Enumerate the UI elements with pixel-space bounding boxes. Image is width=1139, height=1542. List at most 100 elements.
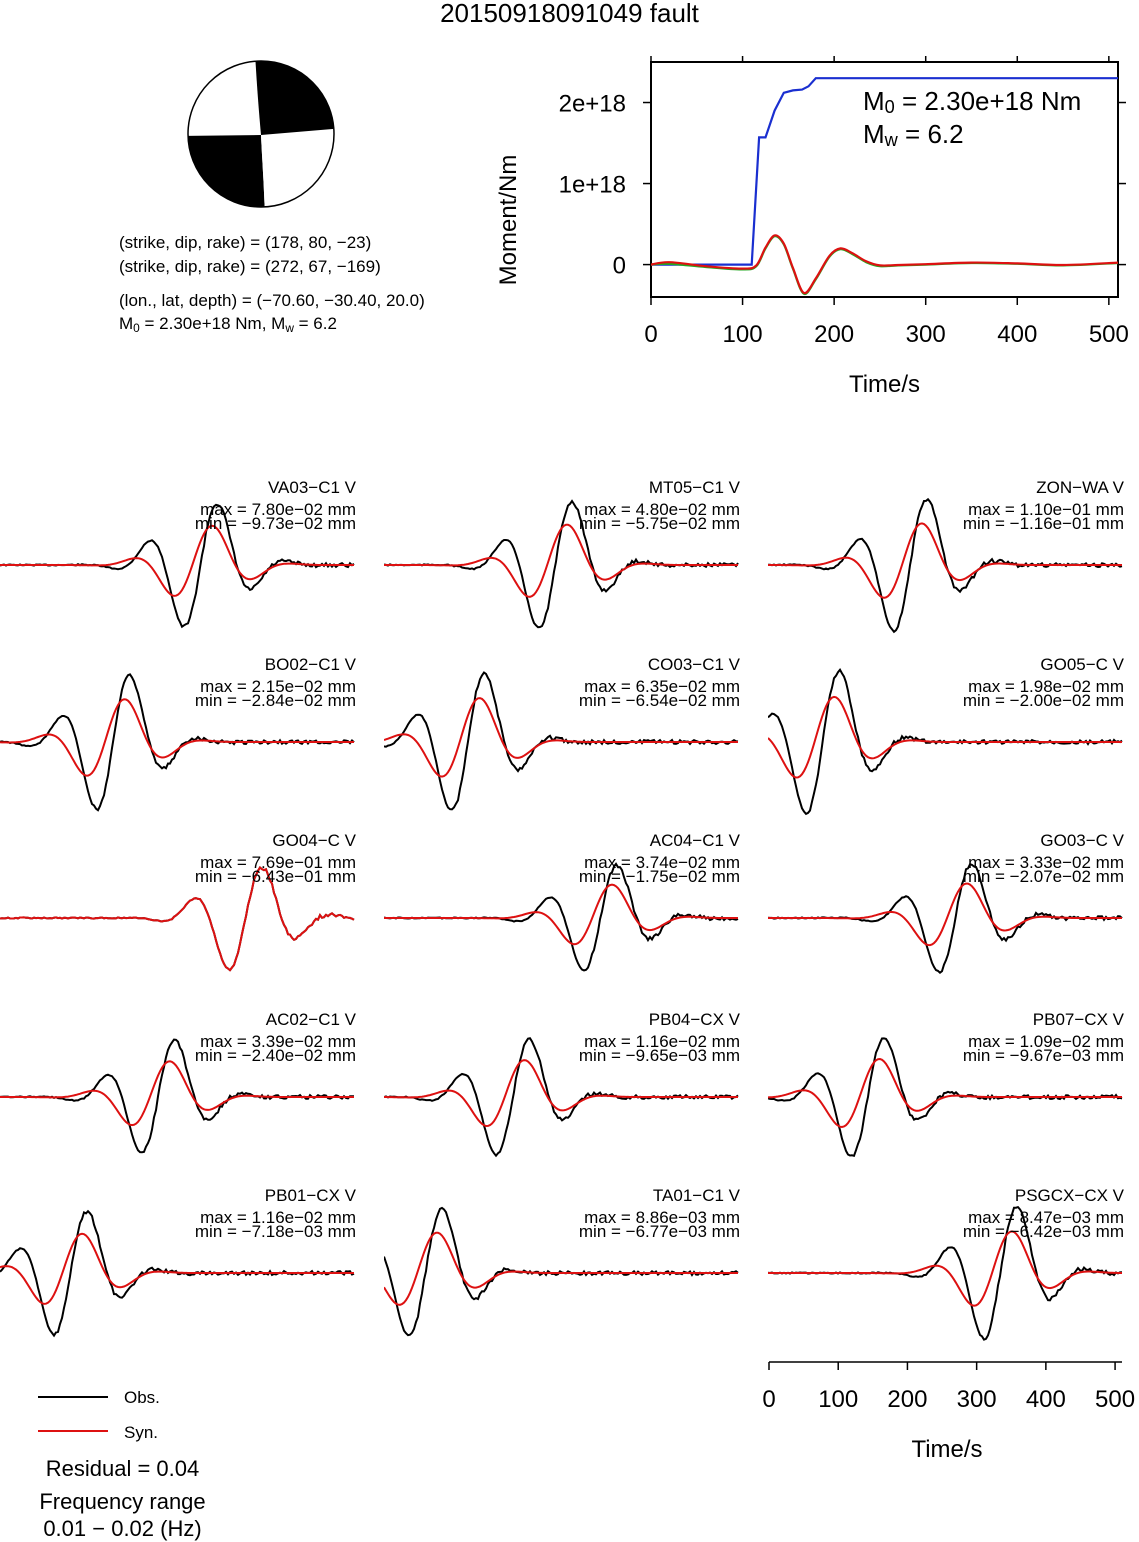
station-panel: CO03−C1 V max = 6.35e−02 mm min = −6.54e−0…: [384, 655, 755, 825]
station-waveform: [0, 673, 355, 812]
station-waveform: [0, 503, 355, 629]
station-max: max = 7.80e−02 mm: [200, 500, 356, 519]
station-name: TA01−C1 V: [652, 1186, 740, 1205]
station-max: max = 2.15e−02 mm: [200, 677, 356, 696]
waveform-time-axis: 0 100 200 300 400 500 Time/s: [762, 1361, 1135, 1463]
station-waveform: [384, 1037, 739, 1158]
station-min: min = −5.75e−02 mm: [578, 514, 740, 533]
legend-syn-label: Syn.: [124, 1423, 159, 1442]
station-min: min = −7.18e−03 mm: [194, 1222, 356, 1241]
station-max: max = 3.74e−02 mm: [584, 853, 740, 872]
moment-y-tick-label: 2e+18: [559, 91, 626, 118]
station-waveform: [768, 862, 1123, 974]
station-name: AC04−C1 V: [649, 831, 740, 850]
station-name: BO02−C1 V: [264, 655, 356, 674]
station-min: min = −6.54e−02 mm: [578, 691, 740, 710]
station-max: max = 3.39e−02 mm: [200, 1032, 356, 1051]
frequency-range-value: 0.01 − 0.02 (Hz): [43, 1516, 202, 1541]
station-panel: TA01−C1 V max = 8.86e−03 mm min = −6.77e−0…: [384, 1186, 755, 1356]
station-waveform: [768, 497, 1123, 634]
waveform-x-tick-label: 0: [762, 1386, 775, 1413]
station-min: min = −9.65e−03 mm: [578, 1046, 740, 1065]
moment-x-tick-label: 200: [814, 321, 854, 348]
waveform-x-tick-label: 300: [957, 1386, 997, 1413]
frequency-range-label: Frequency range: [39, 1489, 206, 1514]
mechanism-plane-2: (strike, dip, rake) = (272, 67, −169): [119, 257, 381, 276]
station-waveform: [0, 1038, 354, 1154]
station-max: max = 1.16e−02 mm: [200, 1208, 356, 1227]
station-name: ZON−WA V: [1036, 478, 1124, 497]
station-max: max = 8.47e−03 mm: [968, 1208, 1124, 1227]
station-name: AC02−C1 V: [265, 1010, 356, 1029]
legend-swatches: [38, 1396, 108, 1432]
station-waveform: [0, 865, 355, 972]
station-panel: PSGCX−CX V max = 8.47e−03 mm min = −6.42e−…: [768, 1186, 1139, 1356]
moment-y-tick-label: 0: [613, 253, 626, 280]
station-name: GO04−C V: [272, 831, 356, 850]
moment-y-axis-label: Moment/Nm: [495, 155, 522, 286]
moment-x-tick-label: 100: [723, 321, 763, 348]
station-panel: BO02−C1 V max = 2.15e−02 mm min = −2.84e−0…: [0, 655, 371, 825]
moment-annotation-mw: Mw = 6.2: [863, 119, 964, 150]
station-panel: GO04−C V max = 7.69e−01 mm min = −6.43e−01…: [0, 831, 371, 1001]
station-panel: PB01−CX V max = 1.16e−02 mm min = −7.18e−0…: [0, 1186, 371, 1356]
legend-obs-label: Obs.: [124, 1388, 160, 1407]
figure-title: 20150918091049 fault: [440, 0, 699, 28]
station-panel: AC04−C1 V max = 3.74e−02 mm min = −1.75e−0…: [384, 831, 755, 1001]
station-name: PB07−CX V: [1032, 1010, 1124, 1029]
synthetic-trace: [384, 697, 738, 778]
moment-x-tick-label: 300: [906, 321, 946, 348]
station-panel: GO05−C V max = 1.98e−02 mm min = −2.00e−02…: [768, 655, 1139, 825]
station-waveform: [384, 499, 739, 629]
station-max: max = 4.80e−02 mm: [584, 500, 740, 519]
waveform-x-tick-label: 500: [1095, 1386, 1135, 1413]
moment-y-tick-label: 1e+18: [559, 172, 626, 199]
station-waveform: [768, 1037, 1123, 1157]
station-waveform: [0, 1209, 355, 1338]
mechanism-plane-1: (strike, dip, rake) = (178, 80, −23): [119, 233, 372, 252]
synthetic-trace: [768, 1057, 1122, 1129]
station-max: max = 1.16e−02 mm: [584, 1032, 740, 1051]
station-min: min = −1.16e−01 mm: [962, 514, 1124, 533]
station-panel: VA03−C1 V max = 7.80e−02 mm min = −9.73e−0…: [0, 478, 371, 648]
moment-plot-frame: [650, 61, 1119, 298]
moment-x-tick-label: 400: [997, 321, 1037, 348]
station-waveform: [384, 671, 739, 811]
station-max: max = 7.69e−01 mm: [200, 853, 356, 872]
moment-series-line: [650, 234, 1119, 295]
station-min: min = −1.75e−02 mm: [578, 867, 740, 886]
station-max: max = 1.09e−02 mm: [968, 1032, 1124, 1051]
location-depth: (lon., lat, depth) = (−70.60, −30.40, 20…: [119, 291, 425, 310]
moment-x-tick-label: 500: [1089, 321, 1129, 348]
station-min: min = −2.00e−02 mm: [962, 691, 1124, 710]
station-name: PSGCX−CX V: [1014, 1186, 1124, 1205]
observed-trace: [384, 1037, 739, 1158]
residual-value: Residual = 0.04: [45, 1456, 200, 1481]
station-min: min = −9.67e−03 mm: [962, 1046, 1124, 1065]
synthetic-trace: [384, 1231, 738, 1306]
station-name: GO03−C V: [1040, 831, 1124, 850]
synthetic-trace: [0, 865, 355, 972]
focal-mechanism-beachball: [187, 60, 335, 208]
synthetic-trace: [384, 523, 738, 598]
moment-series-line: [651, 77, 1118, 266]
moment-x-tick-label: 0: [644, 321, 657, 348]
station-name: CO03−C1 V: [647, 655, 740, 674]
synthetic-trace: [384, 883, 738, 946]
station-max: max = 6.35e−02 mm: [584, 677, 740, 696]
station-min: min = −2.84e−02 mm: [194, 691, 356, 710]
station-name: VA03−C1 V: [267, 478, 356, 497]
station-max: max = 1.10e−01 mm: [968, 500, 1124, 519]
station-min: min = −6.77e−03 mm: [578, 1222, 740, 1241]
waveform-x-tick-label: 200: [887, 1386, 927, 1413]
synthetic-trace: [768, 522, 1122, 599]
station-name: GO05−C V: [1040, 655, 1124, 674]
moment-function-chart: 0 100 200 300 400 500 0 1e+18 2e+18 Time/s Momen…: [495, 56, 1129, 398]
synthetic-trace: [0, 524, 354, 597]
station-waveform: [384, 1206, 739, 1337]
station-min: min = −2.07e−02 mm: [962, 867, 1124, 886]
synthetic-trace: [768, 882, 1122, 947]
station-min: min = −9.73e−02 mm: [194, 514, 356, 533]
station-max: max = 8.86e−03 mm: [584, 1208, 740, 1227]
moment-x-axis-label: Time/s: [849, 371, 920, 398]
